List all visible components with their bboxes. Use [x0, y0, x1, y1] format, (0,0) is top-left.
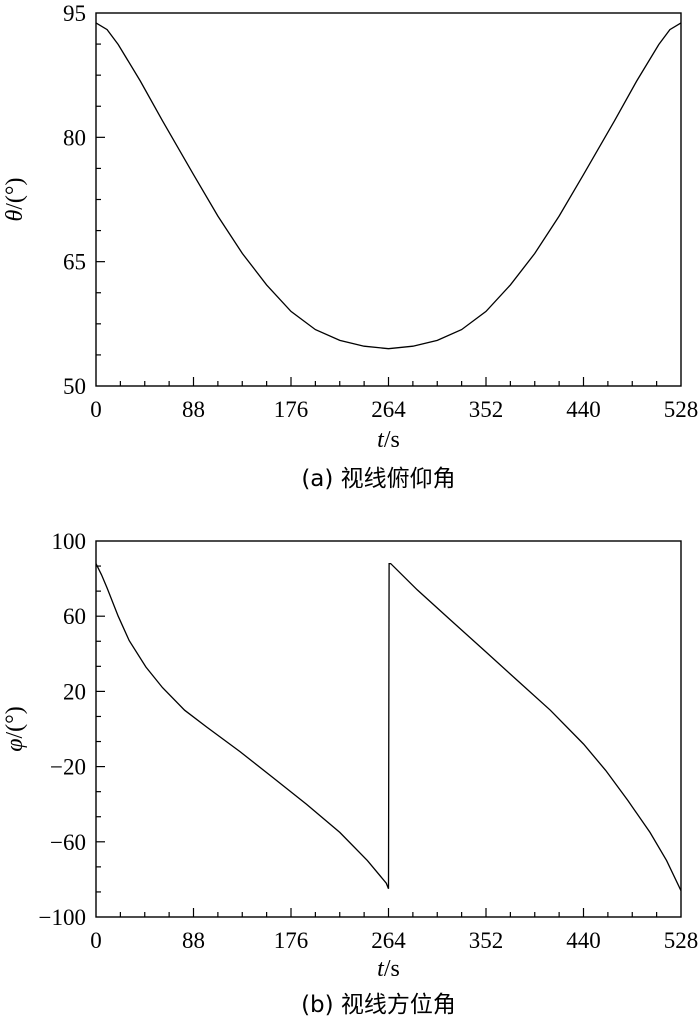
- x-tick-label: 264: [371, 397, 406, 422]
- x-tick-label: 176: [274, 397, 309, 422]
- x-axis-unit: /s: [384, 427, 400, 453]
- y-tick-label: 60: [63, 604, 86, 629]
- y-axis-title: θ/(°): [2, 177, 28, 221]
- x-axis-unit: /s: [384, 956, 400, 982]
- x-tick-label: 88: [182, 397, 205, 422]
- x-tick-label: 264: [371, 928, 406, 953]
- plot-frame: [95, 12, 682, 387]
- x-axis-title: t/s: [377, 956, 400, 982]
- x-tick-label: 528: [664, 928, 699, 953]
- figure-caption: (a) 视线俯仰角: [301, 466, 455, 492]
- y-axis-variable: θ: [2, 210, 28, 222]
- y-axis-title: φ/(°): [2, 706, 28, 752]
- figure-caption: (b) 视线方位角: [301, 992, 456, 1018]
- x-axis-variable: t: [377, 956, 385, 982]
- chart-panel-azimuth-angle: 0 88 176 264 352 440 528−100−60−202060100t/sφ/…: [2, 529, 698, 1018]
- y-tick-label: 65: [63, 250, 86, 275]
- series-line-0: [95, 22, 682, 350]
- x-tick-label: 440: [566, 397, 601, 422]
- y-axis-unit: /(°): [2, 177, 28, 209]
- y-tick-label: 20: [63, 679, 86, 704]
- chart-panel-pitch-angle: 0 88 176 264 352 440 528 50 65 80 95 t/s θ/(°) (a) 视线…: [2, 1, 698, 492]
- x-tick-label: 440: [566, 928, 601, 953]
- y-axis-unit: /(°): [2, 706, 28, 738]
- y-tick-label: 50: [63, 374, 86, 399]
- y-axis-variable: φ: [2, 738, 28, 751]
- x-tick-label: 0: [90, 928, 102, 953]
- x-axis-variable: t: [377, 427, 385, 453]
- x-axis-title: t/s: [377, 427, 400, 453]
- y-tick-label: −20: [50, 755, 86, 780]
- y-tick-label: −60: [50, 830, 86, 855]
- x-tick-label: 352: [469, 928, 504, 953]
- x-tick-label: 0: [90, 397, 102, 422]
- x-tick-label: 176: [274, 928, 309, 953]
- y-tick-label: −100: [39, 905, 86, 930]
- series-line-0: [95, 562, 682, 891]
- x-tick-label: 528: [664, 397, 699, 422]
- x-tick-label: 352: [469, 397, 504, 422]
- y-tick-label: 100: [52, 529, 87, 554]
- x-tick-label: 88: [182, 928, 205, 953]
- y-tick-label: 80: [63, 125, 86, 150]
- y-tick-label: 95: [63, 1, 86, 26]
